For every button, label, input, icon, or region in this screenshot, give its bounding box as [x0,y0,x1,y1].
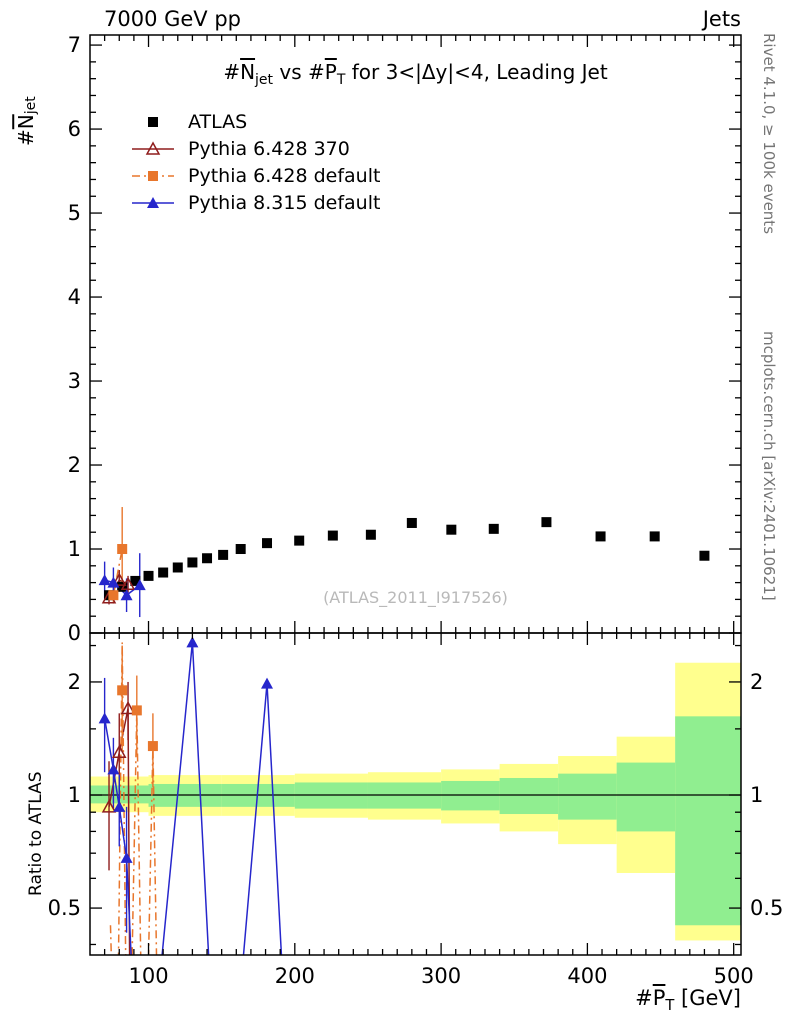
ratio-series [98,636,283,955]
label-segment: N [14,114,38,130]
svg-text:200: 200 [275,964,315,988]
title-subscript: T [336,72,346,88]
main-y-axis-title: #Njet [14,36,39,146]
plot-title: #Njet vs #PT for 3<|Δy|<4, Leading Jet [90,60,741,88]
svg-text:0.5: 0.5 [48,896,81,920]
analysis-id-watermark: (ATLAS_2011_I917526) [323,588,508,607]
title-segment: N [240,60,256,84]
svg-text:1: 1 [68,537,81,561]
legend-item-pythia6-default: Pythia 6.428 default [130,162,380,189]
label-subscript: T [665,997,675,1015]
legend-item-atlas: ATLAS [130,108,380,135]
legend-item-pythia8-default: Pythia 8.315 default [130,189,380,216]
label-segment: [GeV] [674,986,741,1010]
svg-text:1: 1 [750,783,763,807]
svg-text:7: 7 [68,33,81,57]
svg-text:4: 4 [68,285,81,309]
legend-label: ATLAS [188,110,248,133]
rivet-version-note: Rivet 4.1.0, ≥ 100k events [760,33,778,235]
title-subscript: jet [255,72,274,88]
legend-label: Pythia 8.315 default [188,191,381,214]
x-axis-title: #PT [GeV] [635,986,741,1014]
pythia8-default-marker-icon [132,196,174,208]
beam-energy-label: 7000 GeV pp [104,7,242,31]
label-segment: # [635,986,653,1010]
legend-label: Pythia 6.428 370 [188,137,350,160]
svg-text:100: 100 [128,964,168,988]
title-segment: P [324,60,337,84]
main-series [98,507,710,618]
pythia6-370-marker-icon [132,140,174,155]
atlas-marker-icon [148,116,158,127]
title-segment: # [223,60,241,84]
svg-text:0.5: 0.5 [750,896,783,920]
label-subscript: jet [23,96,39,115]
svg-text:3: 3 [68,369,81,393]
svg-text:0: 0 [68,621,81,645]
svg-text:2: 2 [68,670,81,694]
legend-label: Pythia 6.428 default [188,164,381,187]
legend-item-pythia6-370: Pythia 6.428 370 [130,135,380,162]
ratio-uncertainty-bands [90,662,741,941]
ratio-panel-frame [89,632,742,956]
title-segment: vs # [273,60,325,84]
label-segment: # [14,129,38,146]
pythia6-default-marker-icon [132,170,174,181]
ratio-y-axis-title: Ratio to ATLAS [26,771,46,897]
svg-text:300: 300 [421,964,461,988]
svg-text:2: 2 [750,670,763,694]
svg-text:1: 1 [68,783,81,807]
legend: ATLAS Pythia 6.428 370 Pythia 6.428 defa… [130,108,380,216]
svg-text:2: 2 [68,453,81,477]
svg-text:6: 6 [68,117,81,141]
svg-text:400: 400 [567,964,607,988]
svg-text:500: 500 [714,964,754,988]
title-segment: for 3<|Δy|<4, Leading Jet [345,60,608,84]
observable-group-label: Jets [702,7,741,31]
label-segment: P [652,986,666,1010]
mcplots-arxiv-note: mcplots.cern.ch [arXiv:2401.10621] [760,331,778,601]
svg-text:5: 5 [68,201,81,225]
